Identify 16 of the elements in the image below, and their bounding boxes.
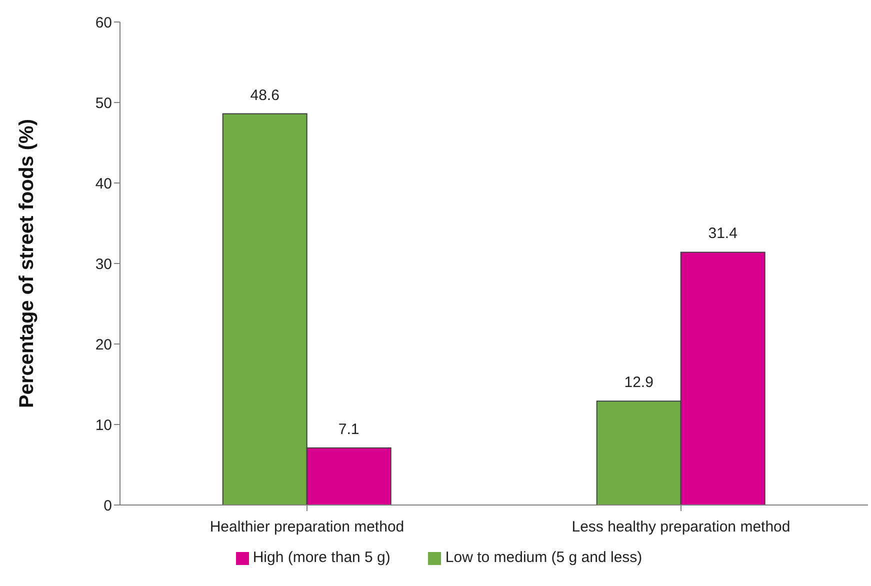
data-label: 7.1 [338,420,360,438]
legend-label: High (more than 5 g) [252,549,390,566]
data-label: 12.9 [624,374,654,392]
y-tick-label: 50 [95,94,112,112]
y-tick-label: 0 [104,497,112,514]
y-tick-label: 40 [95,175,112,192]
y-tick-label: 10 [95,416,112,434]
data-label: 48.6 [250,86,280,104]
x-tick-label: Less healthy preparation method [572,518,790,536]
x-tick-label: Healthier preparation method [210,518,404,536]
legend-label: Low to medium (5 g and less) [445,549,642,566]
y-tick-label: 20 [95,336,112,354]
y-axis-title: Percentage of street foods (%) [16,119,38,408]
data-label: 31.4 [708,225,738,242]
y-tick-label: 30 [95,256,112,273]
y-tick-label: 60 [95,14,112,32]
